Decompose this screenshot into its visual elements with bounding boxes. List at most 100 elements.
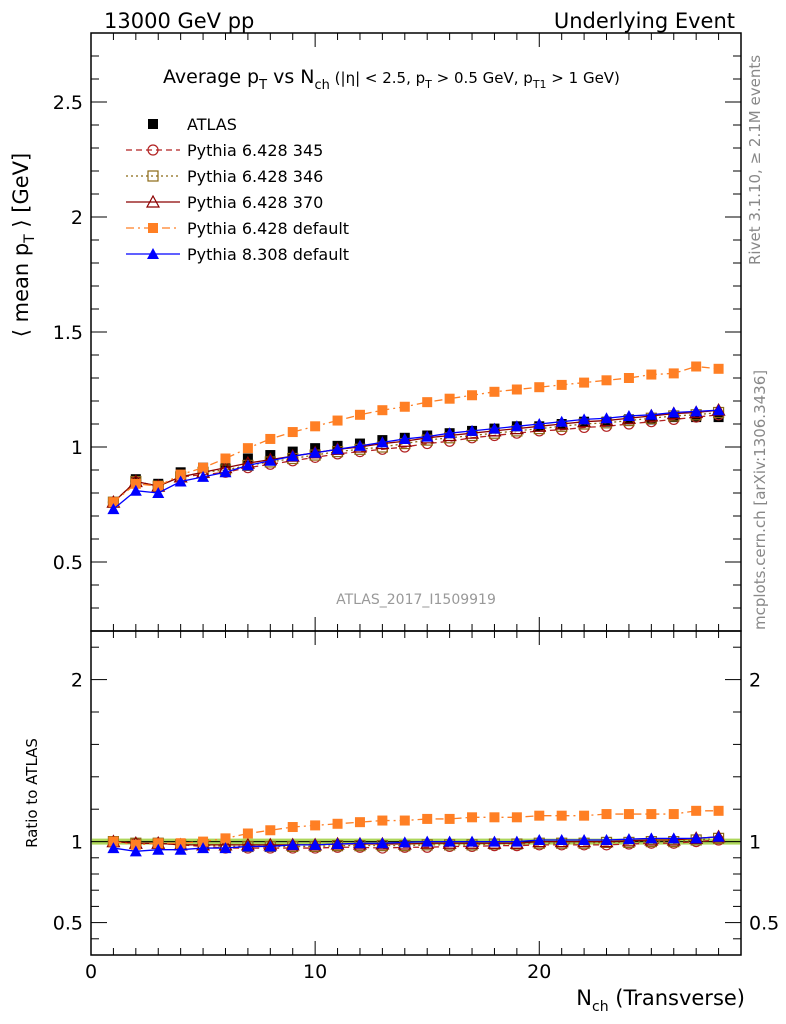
ratio-data-point bbox=[353, 837, 366, 849]
ratio-data-point bbox=[690, 832, 703, 844]
data-point bbox=[152, 487, 165, 498]
series-line bbox=[112, 411, 719, 503]
data-point bbox=[645, 408, 658, 420]
legend-marker bbox=[147, 170, 159, 182]
legend-marker bbox=[147, 144, 159, 156]
y-tick-label: 2.5 bbox=[53, 92, 83, 114]
ratio-series-line bbox=[113, 837, 719, 848]
data-point bbox=[129, 484, 142, 496]
ratio-data-point bbox=[398, 836, 411, 848]
data-point bbox=[354, 409, 365, 420]
ratio-panel-frame bbox=[90, 630, 742, 956]
x-tick-label: 0 bbox=[85, 961, 97, 983]
ratio-data-point bbox=[601, 809, 612, 820]
ratio-data-point bbox=[488, 835, 501, 847]
data-point bbox=[377, 405, 388, 416]
ratio-y-tick-label-right: 1 bbox=[749, 832, 761, 854]
ratio-data-point bbox=[377, 815, 388, 826]
data-point bbox=[511, 384, 522, 395]
ratio-data-point bbox=[152, 843, 165, 855]
series-line bbox=[112, 414, 719, 503]
ratio-data-point bbox=[489, 812, 500, 823]
data-point bbox=[712, 404, 725, 416]
ratio-data-point bbox=[376, 837, 389, 849]
ratio-data-point bbox=[265, 825, 276, 836]
legend-label: ATLAS bbox=[187, 115, 237, 134]
data-point bbox=[466, 424, 479, 436]
data-point bbox=[691, 361, 702, 372]
ratio-data-point bbox=[422, 813, 433, 824]
legend-label: Pythia 6.428 default bbox=[187, 219, 349, 238]
ratio-data-point bbox=[668, 809, 679, 820]
ratio-data-point bbox=[645, 832, 658, 844]
ratio-data-point bbox=[107, 842, 120, 854]
data-point bbox=[332, 415, 343, 426]
data-point bbox=[422, 397, 433, 408]
data-point bbox=[286, 450, 299, 462]
data-point bbox=[174, 475, 187, 487]
legend-marker bbox=[148, 223, 158, 233]
data-point bbox=[488, 422, 501, 434]
ratio-data-point bbox=[578, 833, 591, 845]
data-point bbox=[175, 469, 186, 480]
ratio-data-point bbox=[331, 838, 344, 850]
ratio-series-line bbox=[113, 836, 719, 846]
ratio-data-point bbox=[198, 836, 209, 847]
legend-label: Pythia 6.428 370 bbox=[187, 193, 323, 212]
data-point bbox=[668, 368, 679, 379]
ratio-data-point bbox=[108, 836, 119, 847]
ratio-data-point bbox=[510, 835, 523, 847]
ratio-data-point bbox=[153, 838, 164, 849]
data-point bbox=[107, 503, 120, 515]
data-point bbox=[622, 409, 635, 421]
legend-marker bbox=[145, 194, 161, 208]
ratio-data-point bbox=[467, 812, 478, 823]
ratio-data-point bbox=[466, 835, 479, 847]
ratio-y-tick-label-right: 2 bbox=[749, 670, 761, 692]
data-point bbox=[376, 436, 389, 448]
ratio-data-point bbox=[264, 840, 277, 852]
y-tick-label: 2 bbox=[71, 207, 83, 229]
data-point bbox=[444, 393, 455, 404]
ratio-data-point bbox=[241, 840, 254, 852]
ratio-data-point bbox=[623, 809, 634, 820]
ratio-data-point bbox=[579, 810, 590, 821]
ratio-data-point bbox=[534, 810, 545, 821]
legend-marker bbox=[147, 248, 159, 259]
ratio-data-point bbox=[712, 830, 725, 842]
ratio-data-point bbox=[600, 833, 613, 845]
main-series bbox=[106, 361, 726, 515]
data-point bbox=[646, 369, 657, 380]
data-point bbox=[713, 363, 724, 374]
data-point bbox=[510, 420, 523, 432]
data-point bbox=[241, 459, 254, 471]
ratio-data-point bbox=[691, 805, 702, 816]
ratio-data-point bbox=[713, 805, 724, 816]
ratio-series-line bbox=[113, 839, 719, 849]
series-line bbox=[113, 409, 719, 510]
main-ylabel: ⟨ mean pT ⟩ [GeV] bbox=[9, 153, 38, 338]
main-axes: 0.5 1 1.5 2 2.5 bbox=[53, 32, 742, 632]
data-point bbox=[153, 481, 164, 492]
ratio-data-point bbox=[219, 842, 232, 854]
ratio-data-point bbox=[287, 822, 298, 833]
rivet-label: Rivet 3.1.10, ≥ 2.1M events bbox=[746, 55, 764, 265]
ratio-series-line bbox=[113, 836, 719, 852]
data-point bbox=[600, 412, 613, 424]
ratio-data-point bbox=[310, 820, 321, 831]
x-tick-label: 20 bbox=[527, 961, 551, 983]
y-tick-label: 1.5 bbox=[53, 322, 83, 344]
data-point bbox=[601, 375, 612, 386]
ratio-data-point bbox=[443, 835, 456, 847]
legend-label: Pythia 6.428 346 bbox=[187, 167, 323, 186]
ratio-data-point bbox=[444, 813, 455, 824]
ratio-data-point bbox=[174, 843, 187, 855]
ratio-data-point bbox=[646, 809, 657, 820]
data-point bbox=[623, 373, 634, 383]
data-point bbox=[309, 446, 322, 458]
data-point bbox=[331, 443, 344, 455]
data-point bbox=[579, 377, 590, 388]
ratio-data-point bbox=[130, 839, 141, 850]
ratio-y-tick-label: 1 bbox=[71, 832, 83, 854]
